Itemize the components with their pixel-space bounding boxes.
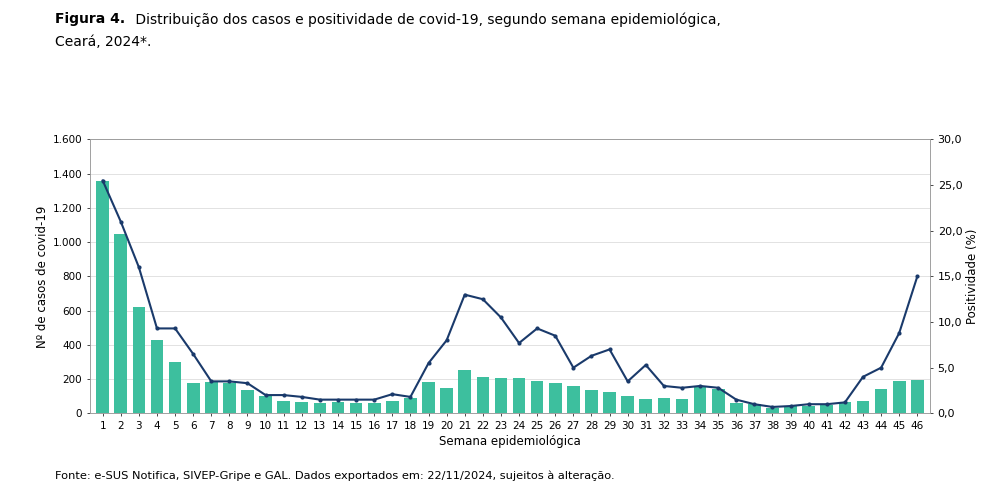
Bar <box>241 390 254 413</box>
Bar <box>223 383 236 413</box>
Y-axis label: Positividade (%): Positividade (%) <box>966 229 979 324</box>
Bar <box>567 386 580 413</box>
Bar <box>513 378 525 413</box>
Y-axis label: Nº de casos de covid-19: Nº de casos de covid-19 <box>36 205 49 348</box>
Bar <box>911 380 924 413</box>
Text: Distribuição dos casos e positividade de covid-19, segundo semana epidemiológica: Distribuição dos casos e positividade de… <box>131 12 721 27</box>
Bar <box>133 307 145 413</box>
Bar <box>766 408 779 413</box>
Bar <box>549 383 562 413</box>
Bar <box>730 403 743 413</box>
Bar <box>712 388 725 413</box>
Bar <box>694 387 706 413</box>
Bar <box>857 400 869 413</box>
Bar <box>603 392 616 413</box>
Bar <box>404 398 417 413</box>
Bar <box>187 383 200 413</box>
Text: Fonte: e-SUS Notifica, SIVEP-Gripe e GAL. Dados exportados em: 22/11/2024, sujei: Fonte: e-SUS Notifica, SIVEP-Gripe e GAL… <box>55 470 615 481</box>
Bar <box>585 390 598 413</box>
Bar <box>259 396 272 413</box>
Bar <box>151 340 163 413</box>
Bar <box>332 402 344 413</box>
Bar <box>205 381 218 413</box>
Bar <box>495 378 507 413</box>
Bar <box>784 406 797 413</box>
Bar <box>169 362 181 413</box>
Bar <box>820 405 833 413</box>
Bar <box>277 400 290 413</box>
Bar <box>658 398 670 413</box>
Bar <box>458 370 471 413</box>
Bar <box>440 387 453 413</box>
Bar <box>477 377 489 413</box>
Bar <box>295 402 308 413</box>
Bar <box>676 399 688 413</box>
Bar <box>893 381 906 413</box>
Bar <box>802 406 815 413</box>
X-axis label: Semana epidemiológica: Semana epidemiológica <box>439 435 581 448</box>
Bar <box>621 396 634 413</box>
Text: Ceará, 2024*.: Ceará, 2024*. <box>55 35 151 49</box>
Bar <box>114 234 127 413</box>
Bar <box>350 403 362 413</box>
Bar <box>875 389 887 413</box>
Bar <box>839 402 851 413</box>
Bar <box>96 181 109 413</box>
Bar <box>748 404 761 413</box>
Text: Figura 4.: Figura 4. <box>55 12 125 26</box>
Bar <box>422 381 435 413</box>
Bar <box>314 403 326 413</box>
Bar <box>639 399 652 413</box>
Bar <box>368 403 381 413</box>
Bar <box>531 381 543 413</box>
Bar <box>386 401 399 413</box>
